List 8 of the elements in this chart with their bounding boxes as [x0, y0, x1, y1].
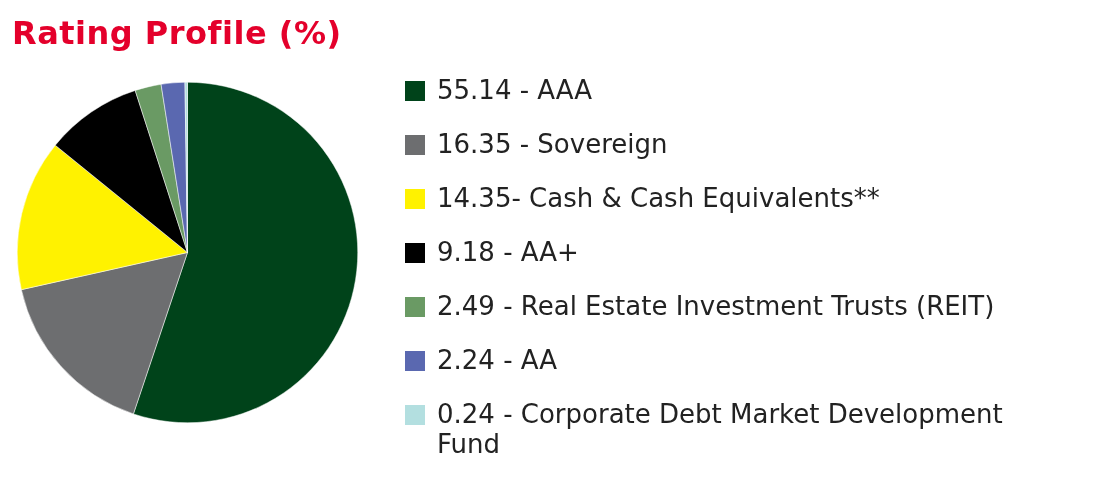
chart-title: Rating Profile (%) [12, 14, 342, 52]
legend-label: 55.14 - AAA [437, 75, 593, 105]
legend-label: 16.35 - Sovereign [437, 129, 668, 159]
legend-label: 2.24 - AA [437, 345, 558, 375]
legend-label: 14.35- Cash & Cash Equivalents** [437, 183, 880, 213]
legend-label: 9.18 - AA+ [437, 237, 579, 267]
legend-label: 2.49 - Real Estate Investment Trusts (REIT) [437, 291, 995, 321]
legend-label: 0.24 - Corporate Debt Market Development Fund [437, 399, 1004, 459]
